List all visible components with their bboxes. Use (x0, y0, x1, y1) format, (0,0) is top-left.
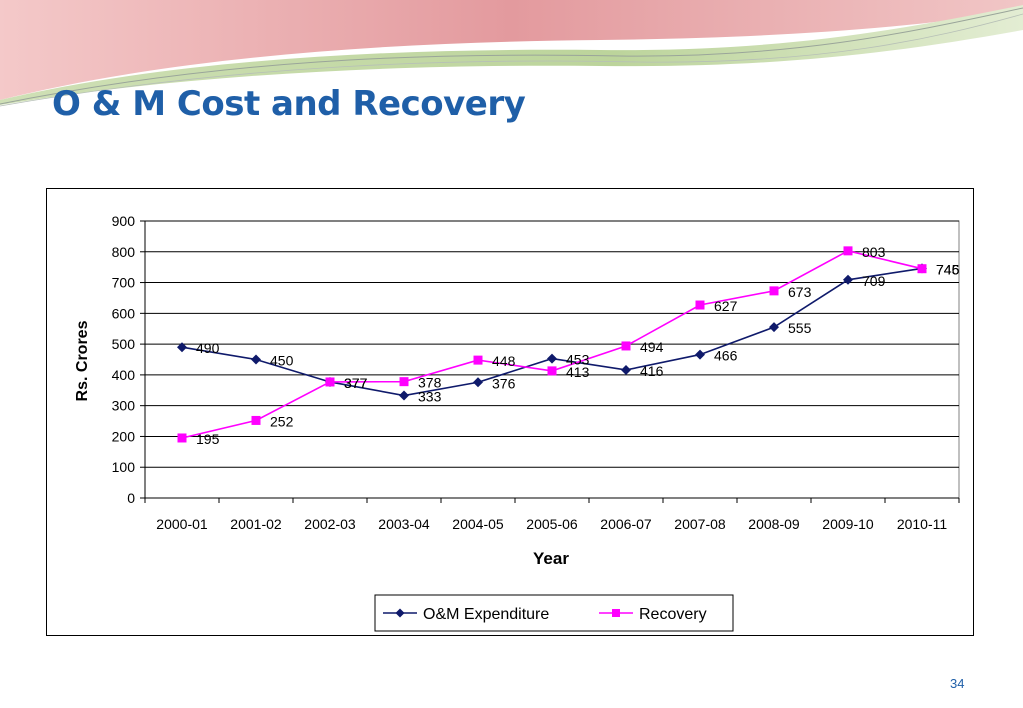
data-label: 377 (344, 375, 368, 391)
data-label: 673 (788, 284, 812, 300)
data-point (251, 415, 261, 425)
chart-legend: O&M Expenditure Recovery (374, 594, 734, 632)
y-tick-label: 900 (112, 213, 136, 229)
y-tick-label: 500 (112, 336, 136, 352)
data-point (473, 377, 483, 388)
x-tick-label: 2006-07 (600, 516, 652, 532)
data-point (843, 246, 853, 256)
x-tick-label: 2007-08 (674, 516, 726, 532)
slide-title: O & M Cost and Recovery (52, 84, 526, 124)
line-chart: 0 100 200 300 400 500 600 700 800 900 2000-01 2001… (74, 213, 960, 632)
data-point (621, 341, 631, 351)
data-label: 453 (566, 352, 590, 368)
y-tick-label: 800 (112, 244, 136, 260)
data-point (177, 342, 187, 353)
data-label: 494 (640, 339, 664, 355)
y-axis: 0 100 200 300 400 500 600 700 800 900 (112, 213, 146, 506)
data-label: 413 (566, 364, 590, 380)
y-tick-label: 700 (112, 275, 136, 291)
data-point (177, 433, 187, 443)
y-tick-label: 600 (112, 305, 136, 321)
data-point (547, 353, 557, 364)
x-tick-label: 2009-10 (822, 516, 874, 532)
decorative-banner (0, 0, 1023, 107)
data-point (399, 377, 409, 387)
x-tick-label: 2010-11 (897, 516, 948, 532)
x-tick-label: 2000-01 (156, 516, 208, 532)
legend-box (374, 594, 734, 632)
x-tick-label: 2008-09 (748, 516, 800, 532)
data-label: 450 (270, 353, 294, 369)
y-tick-label: 0 (127, 490, 135, 506)
x-tick-label: 2005-06 (526, 516, 578, 532)
chart-frame: 0 100 200 300 400 500 600 700 800 900 2000-01 2001… (46, 188, 974, 636)
data-point (769, 322, 779, 333)
data-point (769, 286, 779, 296)
series-layer (177, 246, 927, 443)
data-point (251, 354, 261, 365)
y-tick-label: 300 (112, 398, 136, 414)
data-point (695, 300, 705, 310)
data-point (325, 377, 335, 387)
data-point (621, 364, 631, 375)
data-label: 803 (862, 244, 886, 260)
data-point (399, 390, 409, 401)
data-point (843, 274, 853, 285)
x-tick-label: 2001-02 (230, 516, 282, 532)
y-axis-title: Rs. Crores (74, 320, 91, 401)
data-label: 195 (196, 431, 220, 447)
grid-lines (144, 220, 960, 499)
legend-marker-recovery (612, 609, 620, 617)
y-tick-label: 200 (112, 428, 136, 444)
y-tick-label: 400 (112, 367, 136, 383)
data-label: 333 (418, 389, 442, 405)
x-axis: 2000-01 2001-02 2002-03 2003-04 2004-05 2005-… (144, 497, 960, 532)
legend-label-recovery: Recovery (639, 606, 707, 623)
data-label: 746 (936, 261, 960, 277)
data-label: 555 (788, 320, 812, 336)
data-label: 466 (714, 348, 738, 364)
legend-label-expenditure: O&M Expenditure (423, 606, 549, 623)
x-tick-label: 2002-03 (304, 516, 356, 532)
x-axis-title: Year (533, 549, 569, 568)
y-tick-label: 100 (112, 459, 136, 475)
data-label: 416 (640, 363, 664, 379)
data-point (473, 355, 483, 365)
page-number: 34 (950, 676, 965, 691)
data-point (917, 264, 927, 274)
x-tick-label: 2004-05 (452, 516, 504, 532)
data-label: 709 (862, 273, 886, 289)
data-label: 252 (270, 413, 294, 429)
data-label: 490 (196, 340, 220, 356)
data-label: 448 (492, 353, 516, 369)
data-point (547, 366, 557, 376)
data-label: 745 (936, 262, 960, 278)
x-tick-label: 2003-04 (378, 516, 430, 532)
data-point (695, 349, 705, 360)
data-label: 627 (714, 298, 738, 314)
data-label: 377 (344, 375, 368, 391)
data-labels: 490 450 377 333 376 453 416 466 555 709 746 195 252 3… (196, 244, 960, 447)
legend-marker-expenditure (395, 608, 405, 618)
data-label: 378 (418, 375, 442, 391)
data-label: 376 (492, 375, 516, 391)
